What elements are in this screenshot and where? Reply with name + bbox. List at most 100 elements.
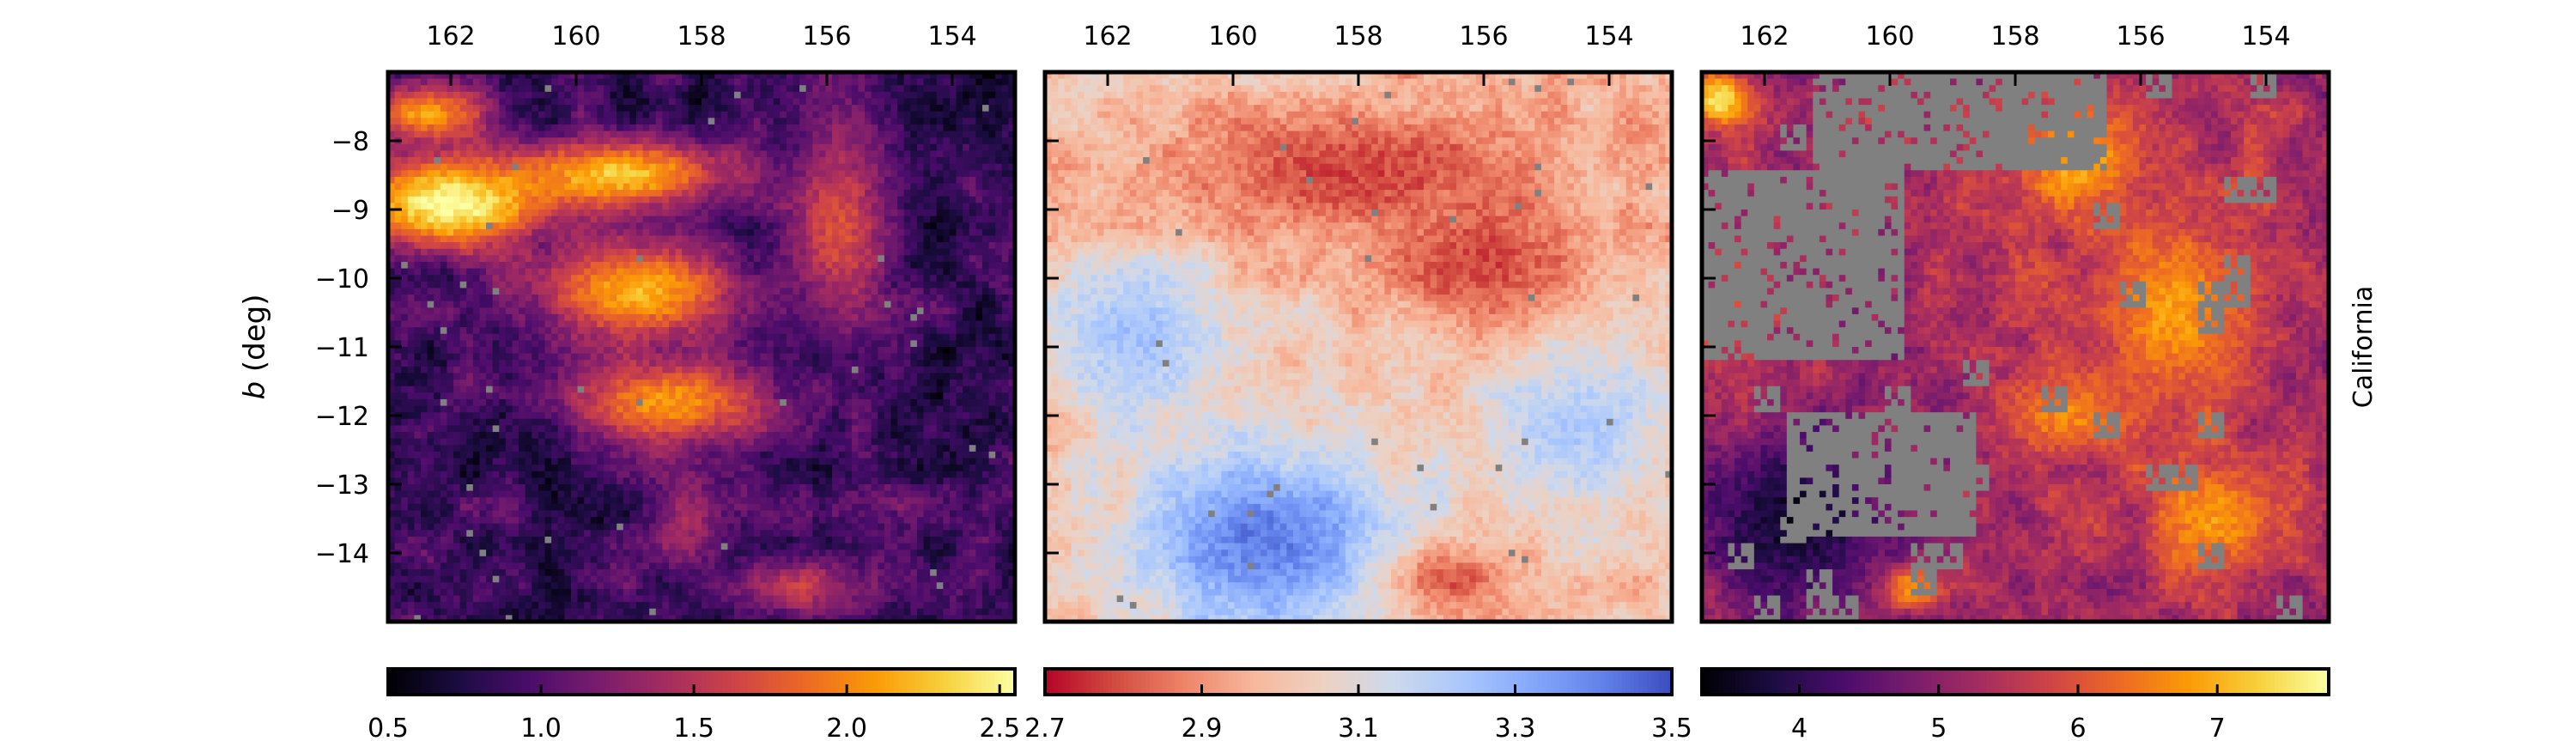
heatmap-cell	[428, 288, 434, 295]
heatmap-cell	[578, 360, 585, 367]
heatmap-cell	[975, 295, 982, 301]
heatmap-cell	[506, 177, 513, 184]
heatmap-cell	[453, 98, 460, 105]
heatmap-cell	[702, 190, 708, 197]
heatmap-cell	[702, 392, 708, 399]
heatmap-cell	[845, 105, 852, 112]
heatmap-cell	[414, 301, 421, 308]
heatmap-cell	[878, 150, 884, 157]
heatmap-cell	[891, 399, 898, 406]
heatmap-cell	[591, 314, 598, 321]
heatmap-cell	[957, 197, 963, 203]
heatmap-cell	[884, 184, 891, 191]
heatmap-cell	[839, 321, 846, 328]
heatmap-cell	[825, 131, 832, 138]
heatmap-cell	[545, 79, 552, 86]
heatmap-cell	[545, 255, 552, 262]
heatmap-cell	[924, 177, 931, 184]
heatmap-cell	[473, 399, 480, 406]
heatmap-cell	[806, 190, 813, 197]
heatmap-cell	[787, 137, 793, 144]
heatmap-cell	[453, 367, 460, 374]
heatmap-cell	[676, 112, 683, 118]
heatmap-cell	[414, 125, 421, 131]
heatmap-cell	[519, 307, 526, 314]
heatmap-cell	[787, 216, 793, 223]
heatmap-cell	[629, 164, 636, 171]
heatmap-cell	[428, 255, 434, 262]
heatmap-cell	[466, 347, 473, 354]
heatmap-cell	[799, 79, 806, 86]
heatmap-cell	[656, 386, 663, 393]
heatmap-cell	[995, 373, 1002, 380]
heatmap-cell	[591, 242, 598, 249]
heatmap-cell	[571, 354, 578, 361]
heatmap-cell	[859, 137, 866, 144]
heatmap-cell	[617, 367, 623, 374]
heatmap-cell	[714, 229, 721, 236]
heatmap-cell	[506, 137, 513, 144]
heatmap-cell	[447, 367, 453, 374]
heatmap-cell	[852, 347, 859, 354]
heatmap-cell	[930, 177, 937, 184]
heatmap-cell	[526, 295, 532, 301]
heatmap-cell	[767, 275, 774, 282]
heatmap-cell	[695, 334, 702, 341]
heatmap-cell	[799, 203, 806, 210]
heatmap-cell	[812, 373, 819, 380]
heatmap-cell	[453, 392, 460, 399]
heatmap-cell	[878, 177, 884, 184]
heatmap-cell	[532, 235, 538, 242]
heatmap-cell	[787, 340, 793, 347]
heatmap-cell	[891, 314, 898, 321]
heatmap-cell	[571, 229, 578, 236]
heatmap-cell	[930, 229, 937, 236]
heatmap-cell	[747, 170, 754, 177]
heatmap-cell	[551, 170, 558, 177]
heatmap-cell	[440, 150, 447, 157]
heatmap-cell	[617, 137, 623, 144]
heatmap-cell	[1002, 282, 1009, 289]
heatmap-cell	[969, 144, 976, 151]
heatmap-cell	[512, 170, 519, 177]
heatmap-cell	[440, 275, 447, 282]
heatmap-cell	[910, 327, 917, 334]
heatmap-cell	[434, 229, 440, 236]
heatmap-cell	[623, 392, 630, 399]
heatmap-cell	[564, 249, 571, 256]
heatmap-cell	[408, 373, 415, 380]
heatmap-cell	[787, 177, 793, 184]
heatmap-cell	[414, 85, 421, 92]
heatmap-cell	[617, 295, 623, 301]
heatmap-cell	[682, 92, 689, 99]
heatmap-cell	[943, 229, 950, 236]
heatmap-cell	[774, 150, 781, 157]
heatmap-cell	[891, 197, 898, 203]
heatmap-cell	[591, 307, 598, 314]
heatmap-cell	[486, 105, 493, 112]
heatmap-cell	[408, 392, 415, 399]
heatmap-cell	[656, 262, 663, 269]
heatmap-cell	[910, 242, 917, 249]
heatmap-cell	[721, 340, 728, 347]
heatmap-cell	[714, 242, 721, 249]
heatmap-cell	[878, 79, 884, 86]
heatmap-cell	[689, 340, 696, 347]
heatmap-cell	[832, 190, 839, 197]
heatmap-cell	[943, 340, 950, 347]
heatmap-cell	[812, 386, 819, 393]
heatmap-cell	[669, 85, 676, 92]
heatmap-cell	[676, 210, 683, 216]
heatmap-cell	[897, 137, 904, 144]
heatmap-cell	[943, 347, 950, 354]
heatmap-cell	[989, 222, 996, 229]
heatmap-cell	[878, 282, 884, 289]
heatmap-cell	[891, 164, 898, 171]
heatmap-cell	[591, 275, 598, 282]
heatmap-cell	[708, 269, 715, 276]
heatmap-cell	[584, 184, 591, 191]
heatmap-cell	[760, 373, 767, 380]
heatmap-cell	[689, 327, 696, 334]
heatmap-cell	[714, 347, 721, 354]
heatmap-cell	[943, 288, 950, 295]
